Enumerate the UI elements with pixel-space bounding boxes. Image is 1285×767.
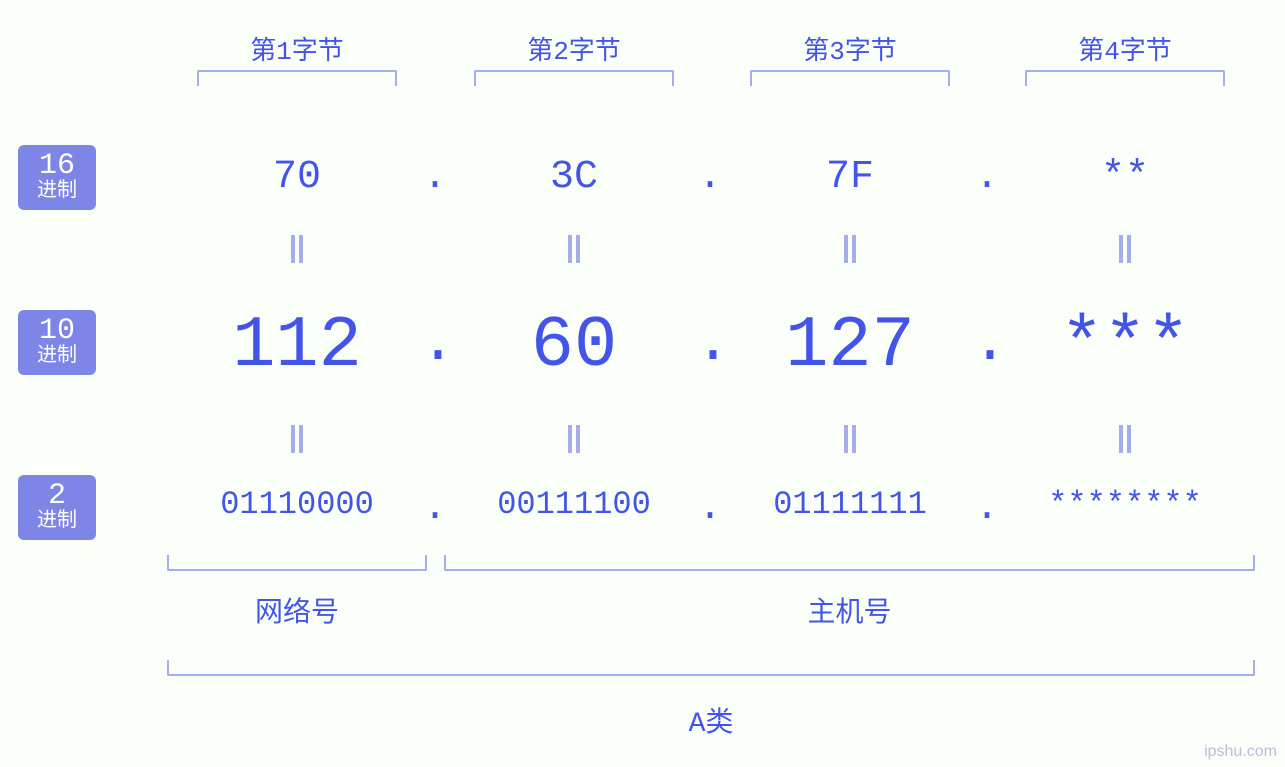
badge-dec-num: 10 [18, 316, 96, 348]
bin-4: ******** [995, 486, 1255, 523]
diagram-root: { "layout": { "canvas_w": 1285, "canvas_… [0, 0, 1285, 767]
dec-3: 127 [735, 305, 965, 387]
class-bracket [167, 660, 1255, 676]
bin-dot-2: . [695, 486, 725, 531]
dec-dot-1: . [420, 310, 450, 378]
bin-3: 01111111 [720, 486, 980, 523]
veq-hexdec-1 [287, 235, 307, 263]
byte-label-4: 第4字节 [1010, 30, 1240, 67]
bottom-bracket-host [444, 555, 1255, 571]
badge-dec-txt: 进制 [18, 346, 96, 367]
bottom-label-network: 网络号 [197, 590, 397, 630]
dec-4: *** [1010, 305, 1240, 387]
badge-bin: 2 进制 [18, 475, 96, 540]
veq-decbin-4 [1115, 425, 1135, 453]
dec-1: 112 [182, 305, 412, 387]
byte-label-1: 第1字节 [182, 30, 412, 67]
dec-2: 60 [459, 305, 689, 387]
hex-1: 70 [182, 155, 412, 200]
hex-2: 3C [459, 155, 689, 200]
byte-label-3: 第3字节 [735, 30, 965, 67]
bin-2: 00111100 [444, 486, 704, 523]
badge-bin-txt: 进制 [18, 511, 96, 532]
badge-bin-num: 2 [18, 481, 96, 513]
badge-hex-txt: 进制 [18, 181, 96, 202]
top-bracket-1 [197, 70, 397, 86]
dec-dot-2: . [695, 310, 725, 378]
byte-label-2: 第2字节 [459, 30, 689, 67]
veq-decbin-3 [840, 425, 860, 453]
bottom-bracket-network [167, 555, 427, 571]
top-bracket-3 [750, 70, 950, 86]
veq-decbin-1 [287, 425, 307, 453]
bin-dot-3: . [972, 486, 1002, 531]
veq-decbin-2 [564, 425, 584, 453]
bottom-label-host: 主机号 [750, 590, 950, 630]
hex-dot-1: . [420, 155, 450, 200]
veq-hexdec-4 [1115, 235, 1135, 263]
top-bracket-4 [1025, 70, 1225, 86]
bin-dot-1: . [420, 486, 450, 531]
hex-3: 7F [735, 155, 965, 200]
top-bracket-2 [474, 70, 674, 86]
bin-1: 01110000 [167, 486, 427, 523]
class-label: A类 [611, 700, 811, 740]
badge-hex: 16 进制 [18, 145, 96, 210]
veq-hexdec-2 [564, 235, 584, 263]
badge-dec: 10 进制 [18, 310, 96, 375]
veq-hexdec-3 [840, 235, 860, 263]
dec-dot-3: . [972, 310, 1002, 378]
hex-4: ** [1010, 155, 1240, 200]
hex-dot-3: . [972, 155, 1002, 200]
watermark: ipshu.com [1204, 743, 1277, 761]
hex-dot-2: . [695, 155, 725, 200]
badge-hex-num: 16 [18, 151, 96, 183]
